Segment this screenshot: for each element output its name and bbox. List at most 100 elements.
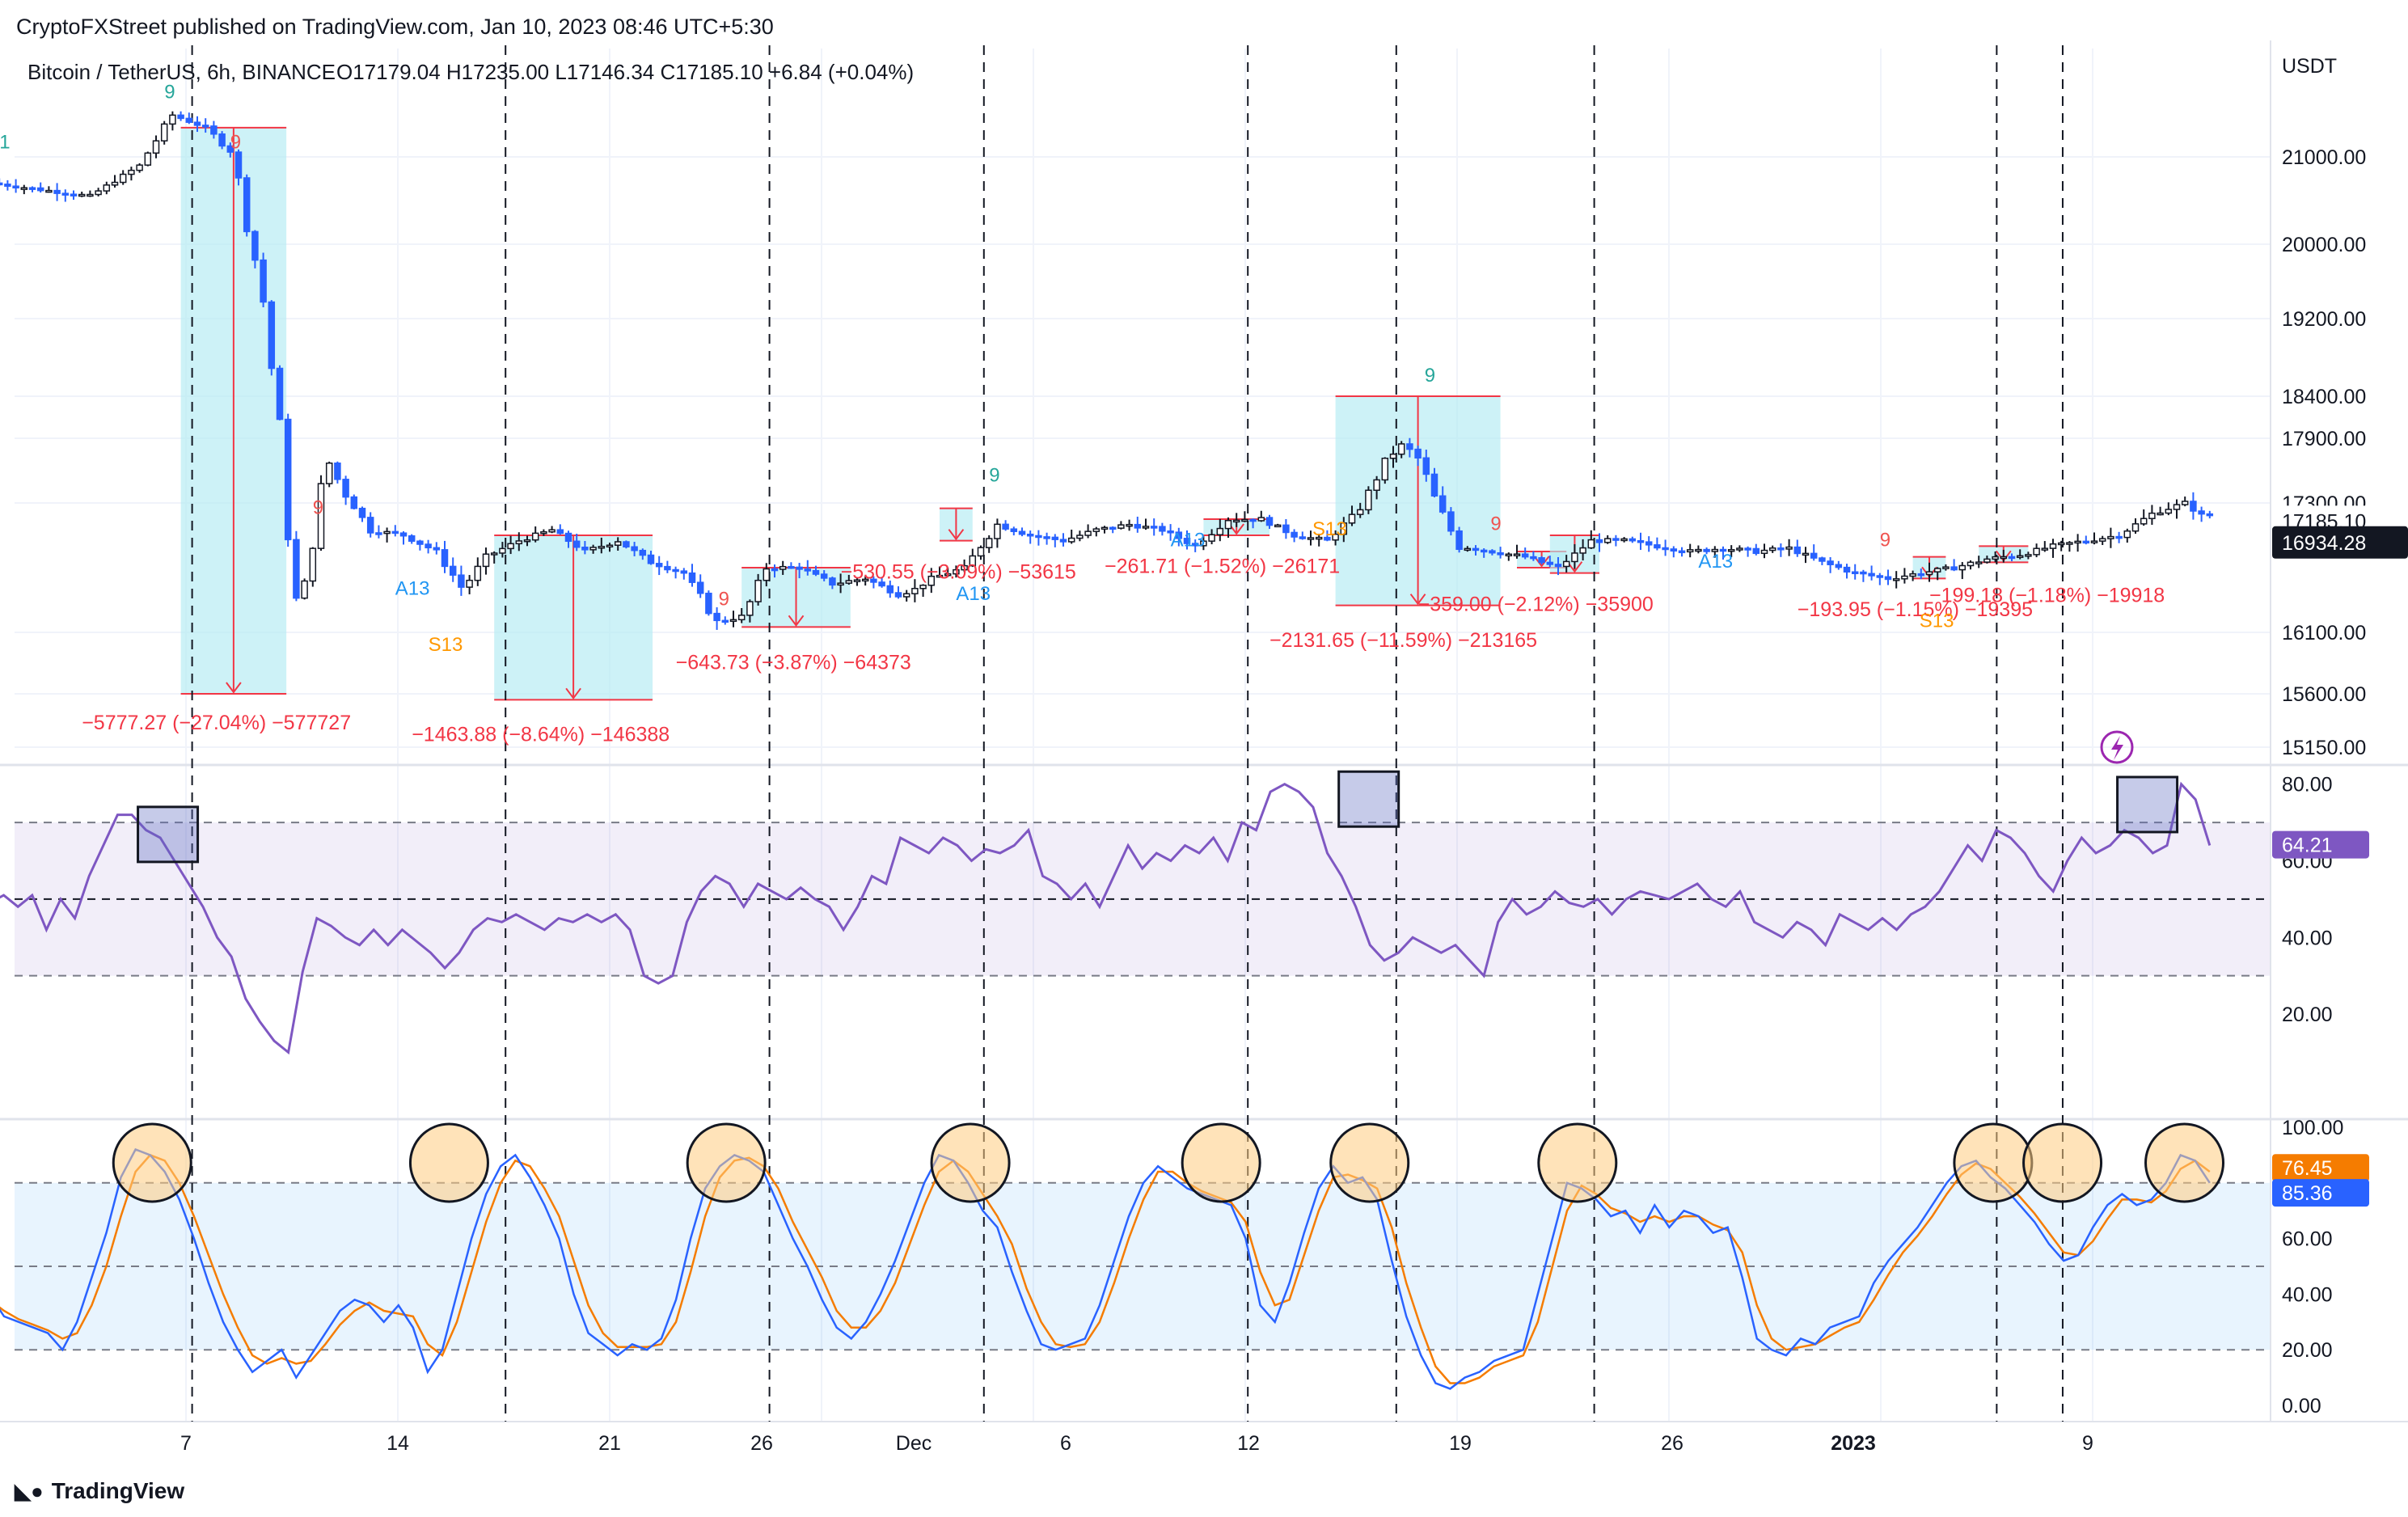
- price-tick-label: 16100.00: [2282, 622, 2366, 644]
- candle-body: [1876, 575, 1884, 578]
- candle-body: [1224, 520, 1232, 530]
- candle-body: [672, 568, 679, 573]
- td-sequential-label: 9: [719, 589, 729, 611]
- candle-body: [1629, 538, 1637, 542]
- time-tick-label: 6: [1060, 1432, 1071, 1455]
- candle-body: [1546, 561, 1554, 565]
- currency-label: USDT: [2282, 55, 2337, 78]
- candle-body: [425, 543, 432, 549]
- candle-body: [70, 193, 78, 196]
- candle-body: [334, 463, 341, 480]
- price-range-label: −261.71 (−1.52%) −26171: [1105, 556, 1340, 578]
- price-range-arrowhead: [226, 682, 242, 694]
- tradingview-logo[interactable]: ◣● TradingView: [15, 1478, 184, 1504]
- candle-body: [688, 572, 696, 583]
- candle-body: [1249, 518, 1257, 522]
- price-range-arrowhead: [1533, 556, 1550, 568]
- candle-body: [2082, 540, 2090, 544]
- candle-body: [1595, 539, 1603, 543]
- time-tick-label: 12: [1237, 1432, 1260, 1455]
- candle-body: [391, 530, 399, 535]
- price-range-label: −530.55 (−3.09%) −53615: [841, 560, 1076, 583]
- candle-body: [1150, 526, 1158, 529]
- price-tick-label: 18400.00: [2282, 386, 2366, 408]
- candle-body: [128, 169, 135, 175]
- candle-body: [1257, 517, 1265, 522]
- candle-body: [1942, 566, 1950, 569]
- candle-body: [696, 581, 704, 594]
- candle-body: [647, 554, 655, 564]
- candle-body: [268, 301, 276, 370]
- time-tick-label: 2023: [1831, 1432, 1876, 1455]
- candle-body: [1678, 550, 1686, 554]
- candle-body: [1727, 549, 1735, 552]
- candle-body: [1967, 561, 1975, 567]
- candle-body: [226, 145, 234, 153]
- candle-body: [763, 568, 771, 581]
- symbol-title: Bitcoin / TetherUS, 6h, BINANCE: [27, 60, 336, 84]
- candle-body: [1464, 547, 1472, 551]
- price-range-label: −1463.88 (−8.64%) −146388: [412, 724, 670, 746]
- candle-body: [1406, 443, 1413, 450]
- candle-body: [1134, 523, 1142, 529]
- price-range-label: −5777.27 (−27.04%) −577727: [82, 712, 351, 734]
- candle-body: [1373, 479, 1380, 492]
- candle-body: [490, 552, 498, 556]
- candle-body: [218, 133, 226, 147]
- candle-body: [193, 121, 201, 126]
- candle-body: [1827, 560, 1834, 565]
- ohlc-readout: O17179.04 H17235.00 L17146.34 C17185.10 …: [336, 60, 914, 84]
- price-tick-label: 15600.00: [2282, 683, 2366, 706]
- candle-body: [1992, 556, 1999, 560]
- td-sequential-label: 9: [1425, 365, 1435, 387]
- td-sequential-label: A13: [1171, 529, 1206, 551]
- candle-body: [1035, 535, 1042, 539]
- td-sequential-label: 9: [230, 132, 241, 154]
- candle-body: [276, 367, 284, 420]
- candle-body: [1579, 547, 1586, 554]
- stoch-cycle-circle: [1537, 1122, 1618, 1203]
- candle-body: [1810, 552, 1818, 559]
- candle-body: [1397, 443, 1405, 455]
- candle-body: [293, 539, 300, 599]
- time-tick-label: 19: [1449, 1432, 1472, 1455]
- candle-body: [1183, 538, 1191, 544]
- candle-body: [243, 177, 251, 233]
- alert-lightning-icon[interactable]: [2100, 730, 2134, 764]
- td-sequential-label: A13: [956, 583, 991, 605]
- candle-body: [309, 547, 317, 582]
- candle-body: [606, 544, 614, 547]
- candle-body: [1958, 564, 1967, 571]
- candle-body: [1768, 547, 1776, 551]
- candle-body: [441, 549, 449, 568]
- candle-body: [1497, 551, 1504, 556]
- candle-body: [2049, 543, 2057, 549]
- candle-body: [1785, 546, 1793, 550]
- candle-body: [581, 547, 589, 551]
- candle-body: [1216, 527, 1224, 535]
- stoch-tick-label: 60.00: [2282, 1228, 2333, 1251]
- candle-body: [1282, 524, 1290, 534]
- price-range-label: −193.95 (−1.15%) −19395: [1798, 598, 2033, 621]
- stoch-k-line: [0, 1147, 2211, 1390]
- candle-body: [853, 579, 861, 582]
- candle-body: [1100, 526, 1109, 530]
- candle-body: [210, 125, 218, 135]
- candle-body: [160, 123, 168, 142]
- rsi-value-badge: [2272, 830, 2369, 859]
- candle-body: [375, 532, 382, 535]
- candle-body: [45, 189, 53, 193]
- candle-body: [169, 114, 176, 125]
- td-sequential-label: S13: [1312, 518, 1347, 540]
- candle-body: [20, 187, 28, 190]
- rsi-tick-label: 80.00: [2282, 774, 2333, 797]
- candle-body: [1489, 550, 1496, 554]
- stoch-d-value-label: 76.45: [2282, 1157, 2333, 1180]
- candle-body: [325, 463, 333, 484]
- candle-body: [61, 192, 70, 196]
- candle-body: [911, 588, 919, 594]
- candle-body: [754, 579, 762, 602]
- candle-body: [936, 574, 944, 578]
- candle-body: [771, 568, 779, 572]
